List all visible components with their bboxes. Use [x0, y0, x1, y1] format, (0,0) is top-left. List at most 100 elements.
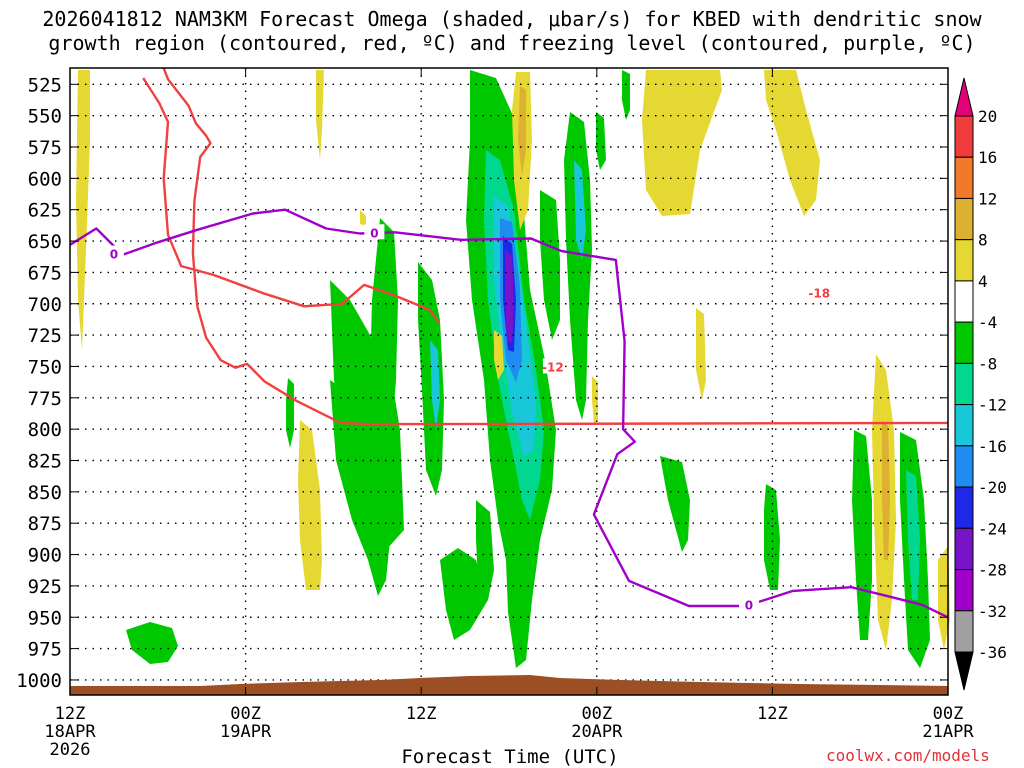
- y-tick-label: 700: [28, 294, 62, 316]
- contour-line: [142, 77, 440, 324]
- colorbar-swatch: [954, 115, 974, 158]
- omega-cell: [505, 250, 514, 344]
- contour-label: -12: [542, 360, 564, 374]
- omega-cell: [906, 470, 920, 600]
- colorbar-label: -8: [978, 354, 997, 373]
- y-tick-label: 525: [28, 74, 62, 96]
- omega-cell: [298, 420, 322, 590]
- colorbar-label: -36: [978, 643, 1007, 662]
- contour-line: [162, 67, 949, 426]
- x-tick-label: 2026: [50, 740, 91, 760]
- contour-line: [69, 208, 949, 619]
- colorbar-swatch: [954, 156, 974, 199]
- omega-cell: [286, 378, 294, 448]
- colorbar-label: 12: [978, 189, 997, 208]
- omega-cell: [370, 218, 398, 470]
- omega-cell: [852, 430, 872, 640]
- colorbar-label: -24: [978, 519, 1007, 538]
- omega-cell: [360, 210, 366, 226]
- y-tick-label: 1000: [16, 670, 62, 692]
- omega-cell: [126, 622, 178, 664]
- x-tick-label: 00Z: [581, 704, 612, 724]
- omega-cell: [330, 380, 392, 596]
- contours: -12 -18 0 0 0: [69, 67, 949, 619]
- x-tick-label: 12Z: [757, 704, 788, 724]
- omega-cell: [596, 112, 606, 170]
- y-tick-label: 950: [28, 607, 62, 629]
- contour-label-bg: [738, 596, 759, 612]
- y-tick-label: 850: [28, 482, 62, 504]
- y-tick-label: 750: [28, 356, 62, 378]
- x-tick-label: 00Z: [933, 704, 964, 724]
- colorbar-label: -20: [978, 478, 1007, 497]
- omega-cell: [316, 70, 324, 160]
- plot-frame: [69, 67, 949, 696]
- colorbar-label: 4: [978, 272, 988, 291]
- contour-label: 0: [110, 248, 118, 262]
- colorbar-swatch: [954, 239, 974, 282]
- omega-cell: [938, 546, 950, 650]
- y-tick-label: 550: [28, 106, 62, 128]
- omega-cell: [430, 340, 440, 430]
- colorbar-cap: [954, 77, 974, 117]
- y-tick-label: 625: [28, 200, 62, 222]
- omega-cell: [476, 500, 494, 600]
- colorbar-label: -28: [978, 561, 1007, 580]
- y-tick-label: 900: [28, 545, 62, 567]
- omega-cell: [882, 420, 890, 560]
- x-tick-label: 21APR: [922, 722, 974, 742]
- colorbar: 20 16 12 8 4 -4 -8 -12 -16 -20 -24 -28 -32 -36: [954, 77, 1007, 691]
- credit-text: coolwx.com/models: [826, 746, 990, 765]
- y-tick-label: 775: [28, 388, 62, 410]
- contour-label: -18: [808, 286, 830, 300]
- colorbar-swatch: [954, 527, 974, 571]
- y-tick-label: 875: [28, 513, 62, 535]
- axes: 525 550 575 600 625 650 675 700 725 750 775 800 825 8…: [16, 67, 974, 760]
- x-tick-label: 19APR: [220, 722, 272, 742]
- colorbar-label: -4: [978, 313, 997, 332]
- omega-cell: [540, 190, 560, 340]
- omega-cell: [564, 112, 592, 420]
- x-axis-title: Forecast Time (UTC): [401, 746, 619, 768]
- y-tick-label: 975: [28, 639, 62, 661]
- colorbar-label: 8: [978, 231, 988, 250]
- contour-label: 0: [745, 599, 753, 613]
- contour-label-bg: [103, 245, 124, 261]
- colorbar-cap: [954, 651, 974, 691]
- y-tick-label: 825: [28, 451, 62, 473]
- contour-label-bg: [809, 284, 830, 300]
- colorbar-swatch: [954, 569, 974, 612]
- omega-cell: [518, 86, 526, 176]
- x-tick-label: 12Z: [406, 704, 437, 724]
- colorbar-label: -12: [978, 396, 1007, 415]
- x-tick-label: 12Z: [55, 704, 86, 724]
- chart-title-line-2: growth region (contoured, red, ºC) and f…: [48, 31, 976, 55]
- colorbar-swatch: [954, 362, 974, 406]
- colorbar-label: 16: [978, 148, 997, 167]
- omega-cell: [764, 484, 780, 590]
- colorbar-swatch: [954, 197, 974, 241]
- terrain-fill: [70, 675, 948, 695]
- colorbar-swatch: [954, 610, 974, 653]
- chart-title-line-1: 2026041812 NAM3KM Forecast Omega (shaded…: [42, 7, 982, 31]
- y-tick-label: 675: [28, 262, 62, 284]
- x-tick-label: 18APR: [44, 722, 96, 742]
- y-tick-label: 925: [28, 576, 62, 598]
- omega-cell: [622, 70, 630, 120]
- contour-label-bg: [364, 224, 385, 240]
- omega-cell: [494, 330, 504, 380]
- colorbar-swatch: [954, 280, 974, 323]
- colorbar-swatch: [954, 445, 974, 488]
- y-tick-label: 725: [28, 325, 62, 347]
- omega-shading: [76, 70, 950, 668]
- y-tick-label: 650: [28, 231, 62, 253]
- omega-cell: [592, 376, 598, 424]
- colorbar-swatch: [954, 321, 974, 364]
- y-tick-label: 600: [28, 168, 62, 190]
- omega-cell: [764, 70, 820, 216]
- omega-cell: [696, 308, 706, 400]
- colorbar-swatch: [954, 486, 974, 529]
- x-tick-label: 00Z: [230, 704, 261, 724]
- y-tick-label: 575: [28, 137, 62, 159]
